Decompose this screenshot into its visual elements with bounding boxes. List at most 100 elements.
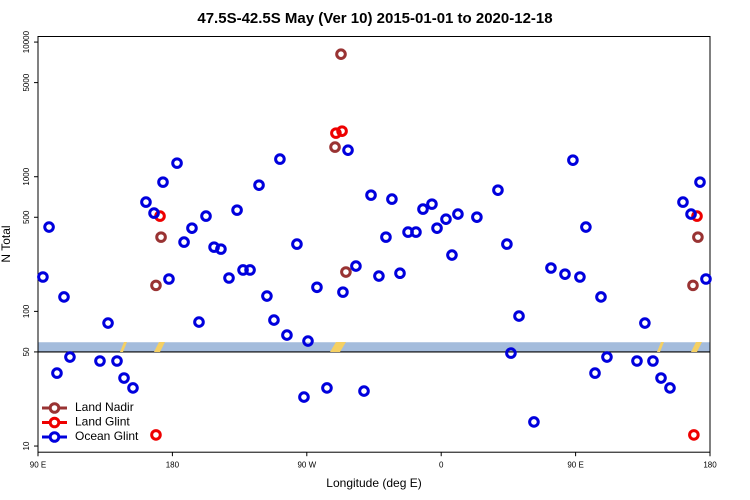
data-point [281, 329, 293, 341]
data-point [471, 211, 483, 223]
data-point [43, 221, 55, 233]
data-point [342, 144, 354, 156]
data-point [148, 207, 160, 219]
plot-frame [37, 36, 711, 453]
y-tick-label: 100 [22, 304, 31, 318]
data-point [373, 270, 385, 282]
legend-label: Ocean Glint [75, 429, 139, 443]
y-tick-label: 10 [22, 441, 31, 450]
data-point [335, 48, 347, 60]
data-point [58, 291, 70, 303]
data-point [150, 279, 162, 292]
data-point [237, 264, 249, 276]
data-point [140, 196, 152, 208]
data-point [302, 335, 314, 347]
data-point [440, 213, 452, 225]
x-tick-label: 180 [703, 460, 717, 469]
data-point [274, 153, 286, 165]
data-point [431, 222, 443, 234]
data-point [513, 310, 525, 322]
data-point [700, 273, 712, 285]
y-axis-label: N Total [0, 225, 13, 262]
data-point [329, 141, 341, 153]
legend-label: Land Nadir [75, 400, 134, 414]
band-stripe [330, 342, 346, 352]
data-point [426, 198, 438, 210]
chart-title: 47.5S-42.5S May (Ver 10) 2015-01-01 to 2… [197, 10, 552, 27]
data-point [655, 372, 667, 384]
data-point [545, 262, 557, 274]
data-point [337, 286, 349, 298]
data-point [171, 157, 183, 169]
data-point [163, 273, 175, 285]
data-point [231, 204, 243, 216]
legend-marker [48, 402, 61, 414]
data-point [647, 355, 659, 367]
data-point [150, 429, 162, 441]
data-point [574, 271, 586, 283]
band-stripe [154, 342, 165, 352]
data-point [127, 382, 139, 394]
data-point [688, 429, 700, 441]
data-point [102, 317, 114, 329]
data-point [380, 231, 392, 243]
data-point [340, 266, 352, 278]
data-point [215, 243, 227, 255]
y-tick-label: 500 [22, 210, 31, 224]
x-tick-label: 90 W [297, 460, 316, 469]
data-point [692, 231, 704, 243]
data-point [111, 355, 123, 367]
data-point [580, 221, 592, 233]
data-point [336, 125, 348, 137]
y-tick-label: 5000 [22, 73, 31, 91]
x-axis-label: Longitude (deg E) [326, 476, 421, 490]
data-point [291, 238, 303, 250]
data-point [664, 382, 676, 394]
data-point [631, 355, 643, 367]
data-point [358, 385, 370, 397]
data-point [200, 210, 212, 222]
band-decor [120, 342, 702, 352]
x-tick-label: 0 [439, 460, 444, 469]
data-point [639, 317, 651, 329]
data-point [601, 351, 613, 363]
data-point [528, 416, 540, 428]
data-point [186, 222, 198, 234]
data-point [37, 271, 49, 283]
band-stripe [120, 342, 127, 352]
data-point [691, 210, 703, 222]
data-point [157, 176, 169, 188]
y-tick-label: 1000 [22, 167, 31, 185]
data-point [694, 176, 706, 188]
data-point [51, 367, 63, 379]
band-stripe [691, 342, 702, 352]
data-point [94, 355, 106, 367]
data-point [410, 226, 422, 238]
data-point [261, 290, 273, 302]
legend-label: Land Glint [75, 415, 130, 429]
data-point [505, 347, 517, 359]
data-point [118, 372, 130, 384]
data-point [244, 264, 256, 276]
data-point [178, 236, 190, 248]
legend-marker [48, 431, 61, 443]
data-point [417, 203, 429, 215]
data-point [330, 127, 342, 139]
data-point [677, 196, 689, 208]
data-point [155, 231, 167, 243]
data-point [452, 208, 464, 220]
y-tick-label: 10000 [22, 30, 31, 53]
legend-marker [48, 416, 61, 429]
data-point [567, 154, 579, 166]
data-point [685, 208, 697, 220]
data-point [559, 268, 571, 280]
y-tick-label: 50 [22, 347, 31, 356]
x-tick-label: 90 E [567, 460, 583, 469]
data-point [386, 193, 398, 205]
band-layer [38, 342, 710, 353]
data-point [492, 184, 504, 196]
data-point [321, 382, 333, 394]
data-point [394, 267, 406, 280]
